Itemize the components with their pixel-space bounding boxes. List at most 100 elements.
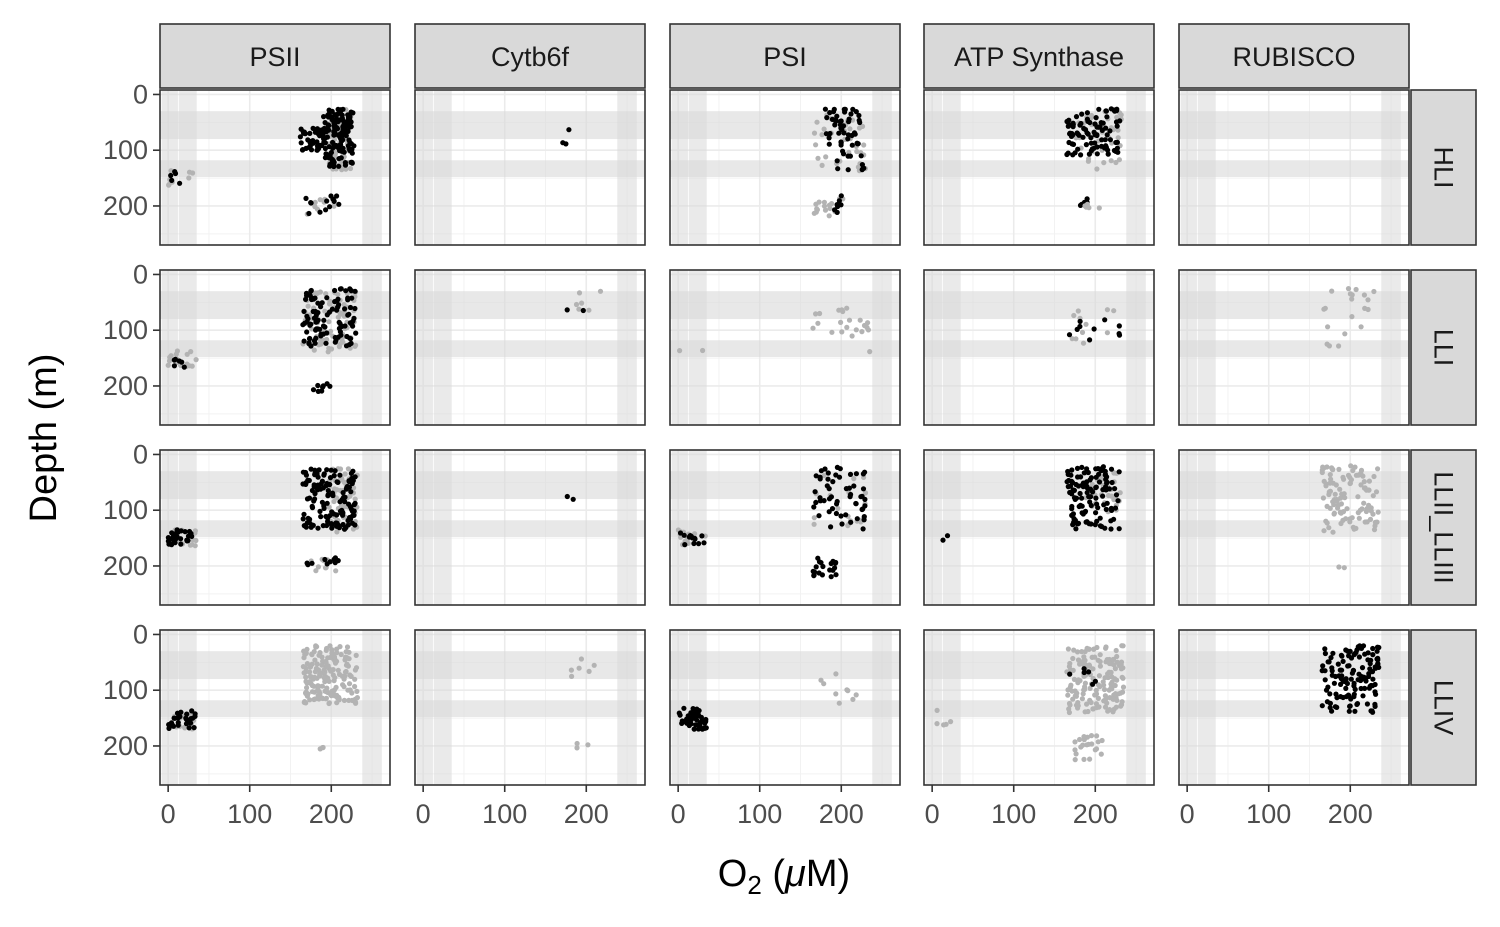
column-strip-label: PSI (763, 42, 807, 72)
data-point (338, 651, 344, 658)
data-point (1079, 696, 1085, 702)
data-point (1075, 308, 1081, 314)
data-point (818, 677, 824, 683)
data-point (1066, 706, 1072, 712)
data-point (186, 725, 192, 731)
y-tick-label: 200 (103, 551, 148, 581)
data-point (1082, 509, 1088, 515)
data-point (1361, 292, 1367, 298)
strip-background (414, 23, 646, 89)
data-point (1371, 288, 1377, 295)
data-point (1104, 500, 1110, 506)
data-point (1077, 318, 1083, 324)
panel-border (414, 89, 646, 246)
data-point (1086, 205, 1092, 211)
data-point (1120, 689, 1126, 695)
data-point (810, 325, 816, 331)
data-point (853, 109, 859, 115)
data-point (1067, 660, 1073, 667)
x-tick-label: 100 (991, 799, 1036, 829)
y-tick-label: 200 (103, 191, 148, 221)
data-point (1118, 703, 1124, 709)
data-point (1116, 469, 1122, 475)
data-point (308, 288, 314, 294)
data-point (580, 307, 586, 314)
x-tick-label: 100 (737, 799, 782, 829)
data-point (828, 524, 834, 530)
data-point (315, 525, 321, 531)
panel-border (669, 629, 901, 786)
data-point (1093, 701, 1099, 707)
data-point (308, 200, 314, 206)
data-point (335, 667, 341, 673)
data-point (1097, 684, 1103, 690)
data-point (184, 711, 190, 717)
data-point (1069, 467, 1075, 473)
data-point (1077, 202, 1084, 208)
panel-border (669, 269, 901, 426)
panel-4-3 (1178, 629, 1410, 786)
data-point (187, 542, 193, 548)
data-point (838, 319, 844, 325)
data-point (845, 688, 851, 694)
data-point (1082, 680, 1088, 686)
data-point (699, 533, 705, 539)
data-point (564, 307, 570, 313)
data-point (347, 504, 354, 510)
data-point (1360, 674, 1367, 680)
data-point (298, 140, 304, 146)
data-point (1364, 506, 1370, 512)
data-point (857, 317, 863, 323)
data-point (1336, 564, 1342, 570)
data-point (821, 681, 827, 687)
data-point (336, 319, 342, 325)
data-point (343, 288, 349, 294)
depth-band (1179, 471, 1409, 500)
data-point (345, 517, 351, 524)
data-point (330, 139, 336, 146)
data-point (1092, 121, 1098, 127)
data-point (1329, 672, 1335, 678)
data-point (306, 336, 313, 342)
data-point (833, 691, 839, 697)
panel-4-0 (1178, 89, 1410, 246)
x-title-end: M) (806, 853, 850, 895)
data-point (312, 129, 318, 135)
data-point (349, 480, 355, 487)
data-point (344, 661, 350, 667)
data-point (830, 109, 837, 115)
data-point (304, 685, 310, 691)
data-point (171, 363, 177, 369)
data-point (1067, 702, 1073, 708)
data-point (1371, 473, 1377, 480)
oxygen-band (688, 450, 707, 605)
data-point (811, 130, 818, 136)
data-point (1098, 467, 1105, 473)
panel-4-1 (1178, 269, 1410, 426)
points-group (165, 286, 359, 394)
strip-background (923, 23, 1155, 89)
oxygen-band (178, 630, 197, 785)
data-point (825, 470, 831, 476)
data-point (576, 306, 582, 312)
data-point (1105, 674, 1111, 681)
y-tick-label: 0 (133, 619, 148, 649)
data-point (821, 473, 827, 479)
data-point (576, 665, 582, 671)
data-point (324, 295, 330, 301)
data-point (342, 160, 348, 166)
data-point (188, 349, 194, 355)
oxygen-band (1197, 270, 1216, 425)
data-point (1372, 523, 1378, 529)
data-point (307, 664, 314, 670)
data-point (1097, 663, 1103, 669)
oxygen-band (617, 630, 637, 785)
data-point (1070, 667, 1076, 674)
data-point (569, 673, 575, 680)
data-point (345, 522, 351, 528)
data-point (1084, 479, 1090, 485)
data-point (1069, 141, 1075, 147)
data-point (817, 495, 823, 501)
data-point (934, 707, 940, 714)
oxygen-band (942, 450, 961, 605)
